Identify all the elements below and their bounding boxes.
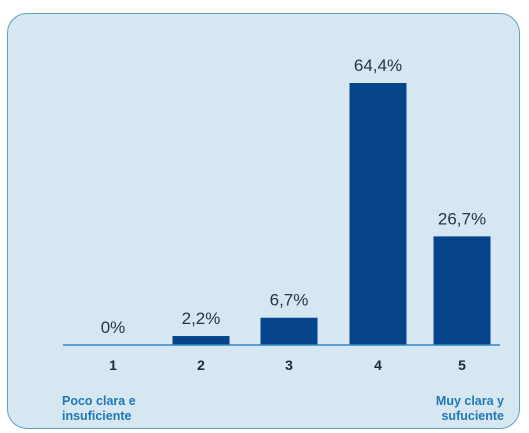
bar-2 bbox=[172, 336, 230, 345]
data-label-3: 6,7% bbox=[270, 291, 309, 310]
data-label-5: 26,7% bbox=[438, 209, 486, 228]
data-label-4: 64,4% bbox=[354, 56, 402, 75]
labels-layer: 0%12,2%26,7%364,4%426,7%5 bbox=[101, 56, 486, 373]
scale-low-line-2: insuficiente bbox=[62, 409, 132, 423]
bars-layer bbox=[172, 83, 491, 345]
x-tick-label-2: 2 bbox=[197, 357, 205, 373]
x-tick-label-1: 1 bbox=[109, 357, 117, 373]
bar-3 bbox=[260, 317, 318, 345]
data-label-1: 0% bbox=[101, 318, 126, 337]
scale-low-label: Poco clara e insuficiente bbox=[62, 394, 136, 424]
data-label-2: 2,2% bbox=[182, 309, 221, 328]
x-tick-label-4: 4 bbox=[374, 357, 382, 373]
scale-low-line-1: Poco clara e bbox=[62, 394, 136, 408]
x-tick-label-3: 3 bbox=[285, 357, 293, 373]
bar-5 bbox=[433, 236, 491, 345]
bar-4 bbox=[349, 83, 407, 345]
scale-high-line-2: sufuciente bbox=[441, 409, 504, 423]
scale-high-line-1: Muy clara y bbox=[435, 394, 504, 408]
chart-panel bbox=[7, 13, 520, 429]
scale-high-label: Muy clara y sufuciente bbox=[436, 394, 504, 424]
x-tick-label-5: 5 bbox=[458, 357, 466, 373]
